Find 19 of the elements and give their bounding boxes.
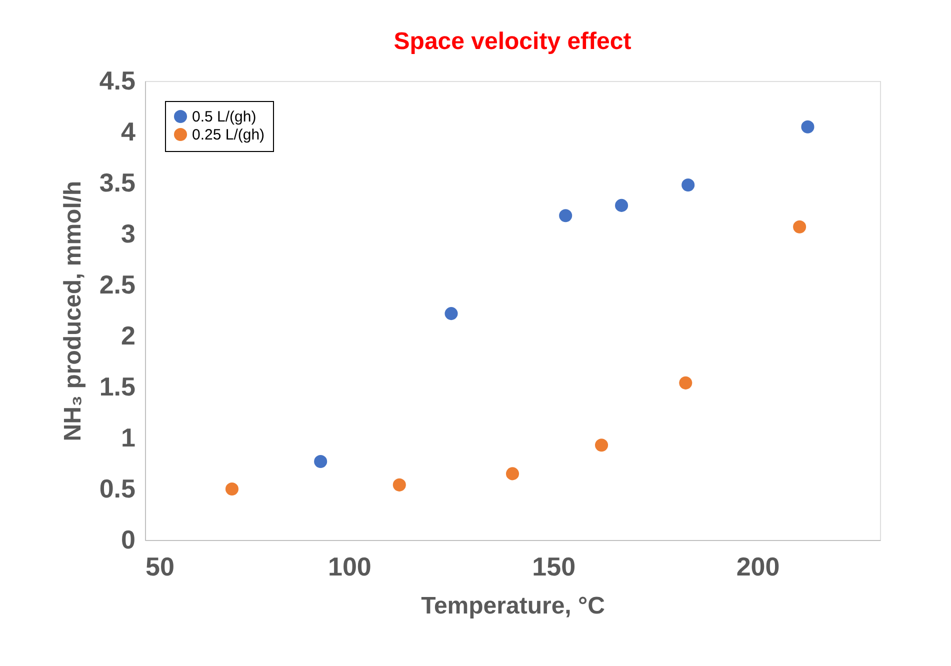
y-tick-label: 3 — [121, 218, 136, 248]
x-tick-label: 200 — [736, 552, 780, 582]
y-tick-label: 0 — [121, 524, 136, 554]
x-tick-label: 100 — [328, 552, 372, 582]
y-tick-label: 0.5 — [99, 474, 136, 504]
x-tick-label: 150 — [532, 552, 576, 582]
x-tick-label: 50 — [146, 552, 174, 582]
legend-label: 0.5 L/(gh) — [192, 108, 256, 126]
x-axis-title: Temperature, °C — [421, 592, 605, 620]
y-tick-label: 4 — [121, 116, 136, 146]
y-tick-label: 3.5 — [99, 168, 136, 198]
y-axis-title: NH₃ produced, mmol/h — [59, 180, 86, 442]
y-tick-label: 1.5 — [99, 372, 136, 402]
y-tick-label: 2 — [121, 320, 136, 350]
y-tick-label: 1 — [121, 422, 136, 452]
y-tick-label: 4.5 — [99, 66, 136, 96]
y-tick-label: 2.5 — [99, 270, 136, 300]
chart-title: Space velocity effect — [394, 28, 632, 55]
legend-label: 0.25 L/(gh) — [192, 126, 265, 144]
